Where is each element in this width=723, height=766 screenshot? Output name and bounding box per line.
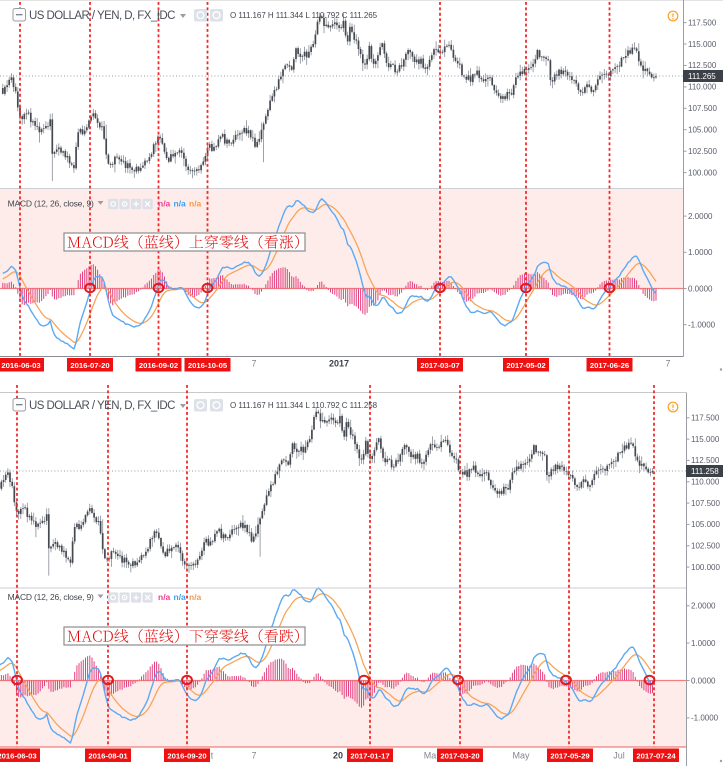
svg-text:2016-09-20: 2016-09-20 xyxy=(167,752,206,761)
svg-text:2016-08-01: 2016-08-01 xyxy=(88,752,128,761)
svg-text:102.500: 102.500 xyxy=(688,147,717,156)
svg-text:7: 7 xyxy=(251,359,256,369)
svg-text:117.500: 117.500 xyxy=(691,414,720,423)
svg-text:0.0000: 0.0000 xyxy=(688,284,713,293)
svg-text:2016-09-02: 2016-09-02 xyxy=(139,361,178,370)
svg-text:MACD (12, 26, close, 9): MACD (12, 26, close, 9) xyxy=(8,199,94,209)
svg-text:1.0000: 1.0000 xyxy=(688,248,713,257)
svg-text:US DOLLAR / YEN, D, FX_IDC: US DOLLAR / YEN, D, FX_IDC xyxy=(29,400,175,412)
svg-text:May: May xyxy=(512,751,530,761)
svg-text:110.000: 110.000 xyxy=(691,478,720,487)
svg-text:n/a: n/a xyxy=(158,199,171,209)
svg-text:t: t xyxy=(211,751,214,761)
svg-text:2016-07-20: 2016-07-20 xyxy=(70,361,109,370)
svg-text:n/a: n/a xyxy=(174,592,187,602)
svg-text:102.500: 102.500 xyxy=(691,542,720,551)
svg-text:n/a: n/a xyxy=(174,199,187,209)
svg-text:O 111.167 H 111.344 L 110.792: O 111.167 H 111.344 L 110.792 C 111.265 xyxy=(230,11,378,20)
svg-text:7: 7 xyxy=(665,359,670,369)
svg-text:2017-05-29: 2017-05-29 xyxy=(550,752,589,761)
svg-text:110.000: 110.000 xyxy=(688,83,717,92)
svg-text:105.000: 105.000 xyxy=(691,520,720,529)
svg-text:115.000: 115.000 xyxy=(688,40,717,49)
svg-text:n/a: n/a xyxy=(189,592,202,602)
svg-text:Jul: Jul xyxy=(613,751,625,761)
svg-text:100.000: 100.000 xyxy=(688,168,717,177)
svg-text:2017-01-17: 2017-01-17 xyxy=(350,752,389,761)
svg-text:2017-05-02: 2017-05-02 xyxy=(506,361,545,370)
svg-text:-1.0000: -1.0000 xyxy=(691,714,719,723)
svg-text:105.000: 105.000 xyxy=(688,126,717,135)
svg-text:115.000: 115.000 xyxy=(691,435,720,444)
svg-text:O 111.167 H 111.344 L 110.792: O 111.167 H 111.344 L 110.792 C 111.258 xyxy=(230,401,378,410)
svg-text:2017-03-20: 2017-03-20 xyxy=(440,752,479,761)
svg-text:n/a: n/a xyxy=(189,199,202,209)
svg-text:2.0000: 2.0000 xyxy=(688,212,713,221)
svg-text:0.0000: 0.0000 xyxy=(691,676,716,685)
svg-text:100.000: 100.000 xyxy=(691,563,720,572)
svg-text:107.500: 107.500 xyxy=(688,104,717,113)
svg-text:n/a: n/a xyxy=(158,592,171,602)
svg-text:2.0000: 2.0000 xyxy=(691,602,716,611)
svg-text:US DOLLAR / YEN, D, FX_IDC: US DOLLAR / YEN, D, FX_IDC xyxy=(29,10,175,22)
svg-text:111.258: 111.258 xyxy=(691,467,719,476)
svg-text:20: 20 xyxy=(333,751,343,761)
svg-text:2016-06-03: 2016-06-03 xyxy=(0,752,37,761)
svg-text:112.500: 112.500 xyxy=(688,61,717,70)
svg-text:2016-10-05: 2016-10-05 xyxy=(188,361,228,370)
svg-text:117.500: 117.500 xyxy=(688,18,717,27)
svg-text:7: 7 xyxy=(251,751,256,761)
svg-text:107.500: 107.500 xyxy=(691,499,720,508)
svg-text:-1.0000: -1.0000 xyxy=(688,321,716,330)
svg-text:2016-06-03: 2016-06-03 xyxy=(1,361,40,370)
svg-text:112.500: 112.500 xyxy=(691,456,720,465)
svg-text:111.265: 111.265 xyxy=(688,72,716,81)
svg-text:2017: 2017 xyxy=(329,359,349,369)
svg-text:2017-03-07: 2017-03-07 xyxy=(420,361,459,370)
svg-text:1.0000: 1.0000 xyxy=(691,639,716,648)
svg-text:2017-07-24: 2017-07-24 xyxy=(636,752,676,761)
svg-text:MACD (12, 26, close, 9): MACD (12, 26, close, 9) xyxy=(8,592,94,602)
svg-text:Ma: Ma xyxy=(424,751,437,761)
svg-text:2017-06-26: 2017-06-26 xyxy=(590,361,629,370)
